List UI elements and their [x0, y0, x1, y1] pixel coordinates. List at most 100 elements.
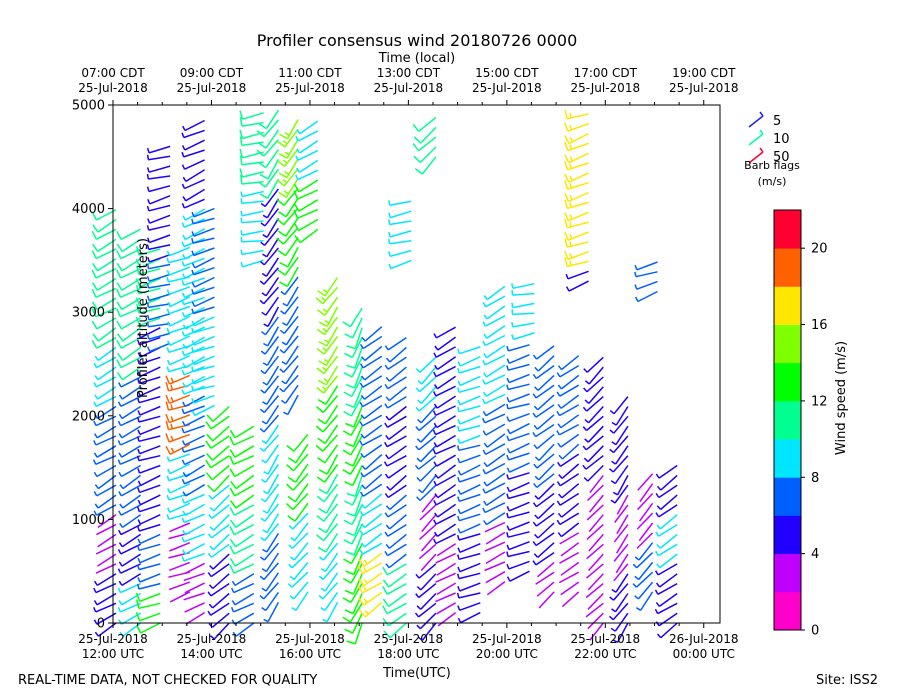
barb-half — [118, 452, 123, 458]
barb-staff — [508, 560, 530, 570]
barb-staff — [420, 445, 437, 463]
wind-barb — [358, 601, 383, 618]
wind-barb — [316, 395, 339, 414]
barb-staff — [139, 514, 161, 525]
barb-full — [165, 401, 170, 411]
wind-barb — [560, 542, 580, 557]
wind-barb — [610, 484, 629, 504]
wind-barb — [260, 188, 279, 208]
barb-staff — [297, 149, 319, 161]
barb-full — [165, 382, 170, 392]
barb-half — [388, 212, 392, 218]
wind-barb — [137, 553, 161, 564]
barb-staff — [169, 394, 191, 404]
barb-half — [166, 347, 170, 353]
barb-staff — [485, 423, 506, 436]
barb-staff — [364, 473, 383, 490]
wind-barb — [506, 452, 530, 461]
barb-half — [167, 340, 171, 346]
wind-barb — [137, 514, 161, 525]
wind-barb — [583, 445, 604, 463]
barb-staff — [458, 424, 481, 432]
barb-half — [655, 550, 659, 556]
colorbar-segment — [774, 286, 801, 325]
barb-staff — [139, 297, 161, 307]
wind-barb — [262, 198, 280, 219]
barb-staff — [485, 384, 506, 398]
wind-barb — [181, 552, 205, 562]
wind-barb — [259, 414, 279, 433]
wind-barb — [609, 396, 629, 415]
wind-barb — [418, 543, 437, 560]
barb-staff — [485, 512, 506, 526]
barb-half — [511, 334, 515, 340]
barb-staff — [364, 601, 383, 618]
barb-half — [287, 583, 293, 588]
barb-half — [118, 413, 123, 419]
wind-barb — [511, 309, 535, 316]
wind-barb — [316, 503, 339, 522]
x-tick-time: 00:00 UTC — [673, 647, 735, 661]
barb-half — [556, 410, 561, 416]
colorbar-tick-label: 4 — [811, 547, 819, 562]
barb-half — [634, 271, 637, 277]
barb-staff — [210, 563, 230, 578]
barb-half — [207, 552, 212, 558]
wind-barb — [655, 543, 678, 557]
barb-full — [165, 445, 171, 455]
wind-barb — [584, 425, 604, 443]
barb-half — [262, 253, 268, 258]
wind-barb — [345, 406, 363, 428]
wind-barb — [616, 494, 629, 515]
wind-barb — [358, 572, 383, 587]
barb-full — [239, 136, 243, 146]
barb-half — [166, 494, 170, 501]
wind-barb — [182, 415, 205, 427]
wind-barb — [318, 346, 339, 367]
wind-barb — [318, 454, 339, 475]
barb-staff — [183, 533, 205, 543]
wind-barb — [147, 342, 171, 353]
barb-half — [208, 533, 213, 539]
barb-full — [342, 468, 351, 475]
wind-barb — [229, 484, 255, 497]
barb-staff — [508, 511, 530, 519]
barb-half — [383, 461, 388, 467]
barb-staff — [387, 336, 407, 351]
wind-barb — [611, 445, 629, 465]
barb-half — [359, 421, 364, 427]
barb-staff — [193, 394, 215, 404]
wind-barb — [556, 473, 580, 487]
wind-barb — [556, 512, 580, 526]
wind-barb — [457, 365, 481, 374]
barb-staff — [587, 425, 604, 443]
wind-barb — [262, 237, 280, 258]
wind-barb — [191, 355, 215, 366]
wind-barb — [258, 129, 280, 149]
barb-half — [261, 459, 267, 464]
wind-barb — [316, 355, 339, 375]
barb-half — [166, 276, 170, 283]
barb-staff — [139, 366, 161, 378]
wind-barb — [260, 483, 279, 503]
barb-staff — [536, 453, 555, 469]
barb-staff — [353, 366, 363, 389]
barb-staff — [149, 195, 171, 205]
barb-half — [191, 211, 195, 218]
barb-half — [166, 257, 170, 263]
wind-barb — [457, 395, 481, 406]
wind-barb — [433, 434, 456, 448]
y-tick-label: 0 — [97, 617, 105, 632]
barb-half — [360, 452, 365, 458]
x-tick-date: 25-Jul-2018 — [78, 632, 148, 646]
wind-barb — [280, 384, 299, 404]
barb-staff — [362, 562, 383, 575]
barb-staff — [285, 325, 299, 346]
barb-full — [342, 430, 352, 437]
wind-barb — [137, 376, 161, 385]
barb-staff — [185, 336, 205, 350]
barb-half — [295, 167, 300, 173]
wind-barb — [532, 551, 555, 566]
barb-staff — [194, 404, 215, 417]
barb-half — [482, 507, 486, 513]
